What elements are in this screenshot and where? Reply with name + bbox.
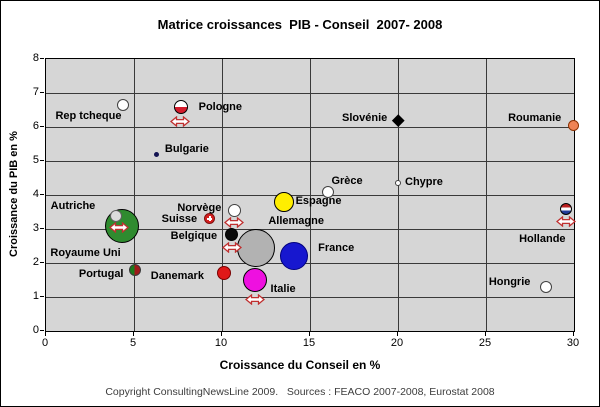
country-label-gr-ce: Grèce	[331, 174, 363, 187]
country-label-italie: Italie	[270, 283, 296, 295]
marker-danemark	[216, 266, 231, 281]
x-tick-mark	[45, 332, 46, 336]
x-tick-mark	[221, 332, 222, 336]
y-tick-mark	[40, 160, 44, 161]
country-label-norv-ge: Norvège	[177, 202, 222, 215]
x-tick-mark	[309, 332, 310, 336]
x-tick-label: 30	[566, 337, 580, 349]
x-tick-label: 0	[41, 337, 49, 349]
marker-hongrie	[539, 280, 552, 293]
y-tick-mark	[40, 330, 44, 331]
gridline-y-3	[46, 229, 574, 230]
x-tick-label: 5	[129, 337, 137, 349]
gridline-y-4	[46, 195, 574, 196]
swiss-cross-bar	[208, 216, 211, 222]
x-tick-label: 25	[478, 337, 492, 349]
y-axis-title: Croissance du PIB en %	[8, 131, 20, 257]
gridline-y-6	[46, 127, 574, 128]
trend-arrow-pologne	[169, 116, 190, 128]
country-label-france: France	[318, 242, 355, 255]
gridline-y-2	[46, 263, 574, 264]
country-label-slov-nie: Slovénie	[342, 112, 388, 125]
country-label-belgique: Belgique	[170, 230, 218, 243]
marker-roumanie	[567, 119, 579, 131]
x-tick-label: 10	[214, 337, 228, 349]
chart-title: Matrice croissances PIB - Conseil 2007- …	[157, 17, 443, 32]
marker-allemagne	[237, 228, 276, 267]
y-tick-label: 3	[32, 222, 39, 234]
x-tick-label: 15	[302, 337, 316, 349]
trend-arrow-italie	[244, 293, 265, 305]
country-label-suisse: Suisse	[161, 212, 198, 225]
country-label-rep-tcheque: Rep tcheque	[55, 109, 122, 122]
marker-bulgarie	[154, 151, 160, 157]
x-tick-label: 20	[390, 337, 404, 349]
y-tick-mark	[40, 58, 44, 59]
marker-chypre	[395, 180, 401, 187]
country-label-hollande: Hollande	[519, 232, 566, 245]
gridline-y-5	[46, 161, 574, 162]
y-tick-label: 0	[32, 324, 39, 336]
marker-espagne	[273, 191, 294, 212]
trend-arrow-autriche	[108, 222, 129, 234]
trend-arrow-norv-ge	[224, 216, 245, 228]
country-label-portugal: Portugal	[78, 267, 124, 280]
trend-arrow-hollande	[556, 216, 577, 228]
country-label-bulgarie: Bulgarie	[164, 143, 209, 156]
x-axis-title: Croissance du Conseil en %	[219, 358, 381, 372]
x-tick-mark	[133, 332, 134, 336]
x-tick-mark	[485, 332, 486, 336]
country-label-hongrie: Hongrie	[488, 275, 531, 288]
country-label-roumanie: Roumanie	[508, 112, 562, 125]
marker-italie	[242, 268, 267, 292]
country-label-autriche: Autriche	[50, 199, 96, 212]
y-tick-label: 2	[32, 256, 39, 268]
country-label-allemagne: Allemagne	[268, 214, 324, 227]
country-label-pologne: Pologne	[198, 100, 243, 113]
gridline-y-1	[46, 297, 574, 298]
gridline-y-7	[46, 93, 574, 94]
y-tick-mark	[40, 194, 44, 195]
country-label-danemark: Danemark	[150, 270, 204, 283]
y-tick-label: 6	[32, 120, 39, 132]
marker-portugal	[128, 263, 141, 276]
marker-norv-ge	[227, 203, 241, 217]
y-tick-mark	[40, 126, 44, 127]
y-tick-label: 1	[32, 290, 39, 302]
country-label-espagne: Espagne	[295, 194, 342, 207]
y-tick-label: 8	[32, 52, 39, 64]
plot-area: Allemagne Autriche France Italie Espagne Rep …	[45, 58, 579, 332]
country-label-chypre: Chypre	[405, 176, 443, 189]
y-tick-label: 7	[32, 86, 39, 98]
copyright-text: Copyright ConsultingNewsLine 2009. Sourc…	[105, 386, 495, 398]
marker-suisse	[204, 213, 216, 225]
y-tick-mark	[40, 228, 44, 229]
marker-slov-nie	[391, 114, 405, 127]
marker-pologne	[173, 99, 188, 114]
y-tick-mark	[40, 262, 44, 263]
marker-france	[280, 242, 309, 271]
marker-rep-tcheque	[117, 98, 130, 111]
marker-gr-ce	[322, 185, 335, 198]
trend-arrow-belgique	[221, 241, 242, 253]
country-label-royaume-uni: Royaume Uni	[50, 247, 121, 260]
y-tick-label: 5	[32, 154, 39, 166]
marker-hollande	[560, 202, 573, 215]
y-tick-label: 4	[32, 188, 39, 200]
marker-belgique	[225, 227, 239, 241]
y-tick-mark	[40, 92, 44, 93]
x-tick-mark	[397, 332, 398, 336]
marker-royaume-uni	[110, 210, 123, 223]
y-tick-mark	[40, 296, 44, 297]
x-tick-mark	[573, 332, 574, 336]
